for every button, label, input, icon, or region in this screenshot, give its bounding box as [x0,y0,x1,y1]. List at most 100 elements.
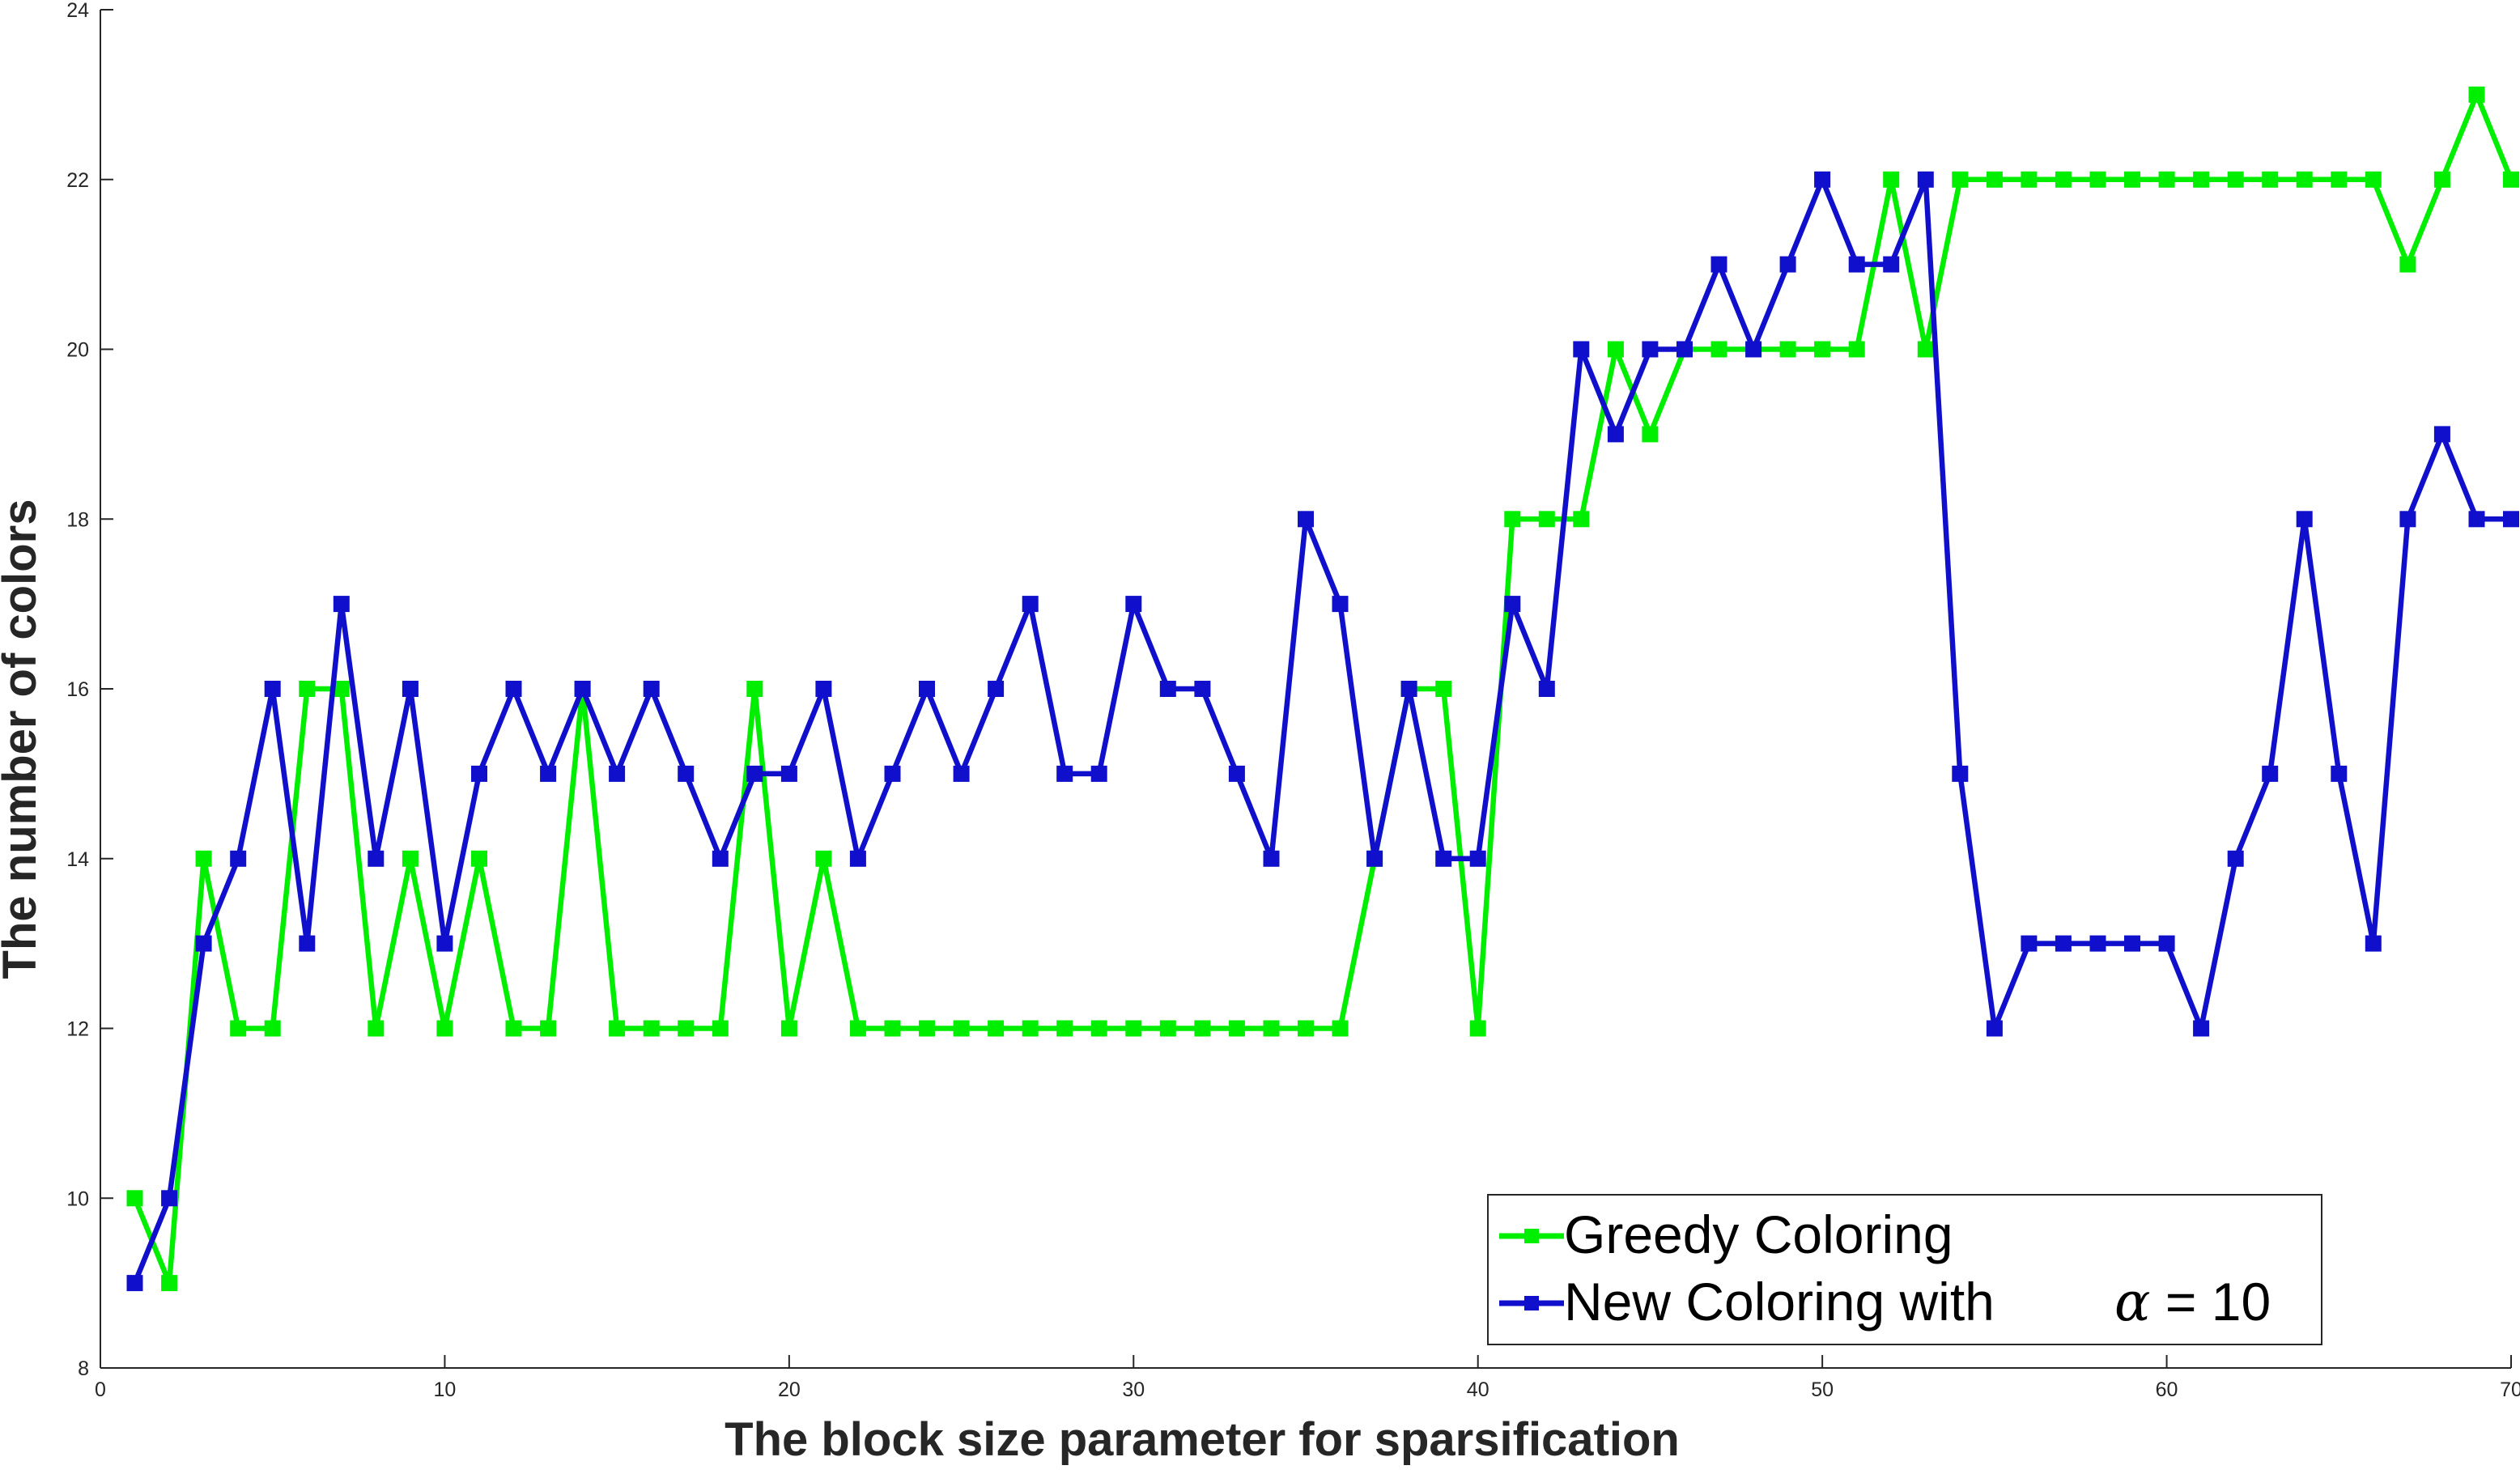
y-tick-label: 20 [66,339,89,362]
data-point [1194,681,1211,697]
x-tick-label: 60 [2156,1378,2178,1401]
data-point [2399,256,2416,273]
data-point [1607,426,1624,443]
data-point [402,850,419,867]
data-point [746,765,763,782]
data-point [1848,341,1865,358]
data-point [471,765,487,782]
data-point [988,1020,1005,1037]
data-point [1642,341,1659,358]
data-point [1779,256,1796,273]
data-point [126,1275,143,1292]
data-point [264,681,281,697]
data-point [1022,596,1039,613]
data-point [2262,171,2279,188]
y-tick-label: 14 [66,848,89,871]
legend-label-new: New Coloring with [1564,1272,1995,1332]
y-axis-label: The number of colors [0,499,46,979]
data-point [540,1020,557,1037]
data-point [2433,426,2450,443]
data-point [1538,681,1555,697]
data-point [1159,681,1176,697]
data-point [1952,171,1969,188]
series-line-1 [132,176,2514,1286]
data-point [1228,1020,1245,1037]
data-point [2468,511,2485,528]
data-point [1125,1020,1142,1037]
data-point [1986,1020,2003,1037]
data-point [195,935,212,952]
data-point [1917,341,1934,358]
data-point [1573,341,1590,358]
data-point [2089,171,2106,188]
data-point [2193,1020,2210,1037]
data-point [919,681,935,697]
data-point [1710,341,1727,358]
data-point [230,1020,247,1037]
legend: Greedy Coloring New Coloring with α = 10 [1487,1194,2322,1345]
data-point [2262,765,2279,782]
data-point [953,1020,970,1037]
data-point [1952,765,1969,782]
data-point [780,1020,797,1037]
data-point [884,1020,901,1037]
data-point [2055,935,2072,952]
data-point [230,850,247,867]
data-point [1883,171,1900,188]
data-point [1642,426,1659,443]
data-point [195,850,212,867]
data-point [678,1020,695,1037]
data-point [678,765,695,782]
data-point [2365,935,2382,952]
data-point [1400,681,1417,697]
data-point [333,596,350,613]
data-point [402,681,419,697]
data-point [1814,171,1831,188]
data-point [988,681,1005,697]
data-point [2227,850,2244,867]
data-point [1194,1020,1211,1037]
data-point [2365,171,2382,188]
data-point [333,681,350,697]
x-tick-label: 50 [1811,1378,1834,1401]
data-point [643,681,660,697]
data-point [712,850,729,867]
series-points-1 [126,171,2519,1292]
data-point [1676,341,1693,358]
data-point [2021,935,2038,952]
data-point [1435,850,1452,867]
data-point [2158,171,2175,188]
data-point [161,1190,178,1207]
data-point [1779,341,1796,358]
data-point [1814,341,1831,358]
data-point [1607,341,1624,358]
data-point [1469,1020,1486,1037]
legend-marker-greedy [1524,1229,1539,1243]
y-tick-label: 16 [66,678,89,701]
data-point [299,681,316,697]
data-point [1090,1020,1107,1037]
data-point [2399,511,2416,528]
data-point [1056,765,1073,782]
legend-marker-new [1524,1296,1539,1310]
data-point [2433,171,2450,188]
data-point [1263,850,1280,867]
data-point [1504,511,1521,528]
data-point [368,850,385,867]
y-tick-label: 10 [66,1187,89,1210]
x-tick-label: 20 [778,1378,801,1401]
data-point [2227,171,2244,188]
data-point [1435,681,1452,697]
data-point [815,681,832,697]
data-point [2468,86,2485,103]
data-point [1228,765,1245,782]
data-point [2296,171,2313,188]
data-point [1573,511,1590,528]
data-point [2124,171,2140,188]
data-point [780,765,797,782]
data-point [2158,935,2175,952]
data-point [1469,850,1486,867]
x-tick-label: 70 [2500,1378,2520,1401]
data-point [953,765,970,782]
data-point [264,1020,281,1037]
